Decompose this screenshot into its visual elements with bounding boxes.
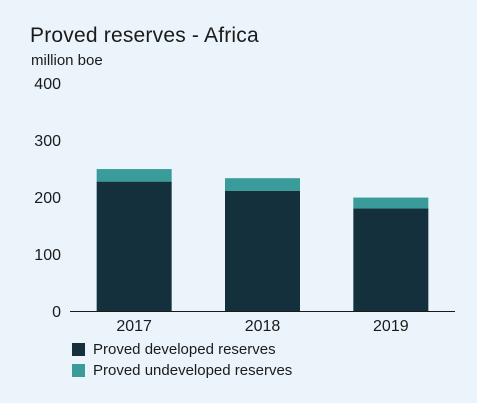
bar-undeveloped-2017	[96, 169, 172, 182]
bar-developed-2017	[96, 181, 172, 311]
x-tick-label: 2017	[116, 318, 152, 335]
bar-developed-2019	[353, 208, 429, 311]
legend: Proved developed reserves Proved undevel…	[72, 339, 292, 381]
chart-title: Proved reserves - Africa	[30, 24, 259, 47]
legend-label-developed: Proved developed reserves	[93, 341, 276, 358]
bar-undeveloped-2019	[353, 197, 429, 209]
chart-subtitle: million boe	[31, 52, 103, 69]
bar-developed-2018	[225, 190, 300, 311]
legend-swatch-developed	[72, 343, 85, 356]
y-tick-label: 0	[52, 304, 61, 321]
y-tick-label: 400	[34, 76, 61, 93]
x-tick-label: 2018	[245, 318, 281, 335]
y-tick-label: 300	[34, 133, 61, 150]
legend-item-undeveloped: Proved undeveloped reserves	[72, 360, 292, 381]
bars	[96, 169, 429, 311]
legend-item-developed: Proved developed reserves	[72, 339, 292, 360]
bar-undeveloped-2018	[225, 178, 300, 191]
x-axis-labels: 2017 2018 2019	[116, 318, 408, 335]
y-axis-labels: 0 100 200 300 400	[34, 76, 61, 321]
y-tick-label: 100	[34, 247, 61, 264]
legend-label-undeveloped: Proved undeveloped reserves	[93, 362, 293, 379]
x-tick-label: 2019	[373, 318, 409, 335]
legend-swatch-undeveloped	[72, 364, 85, 377]
y-tick-label: 200	[34, 190, 61, 207]
